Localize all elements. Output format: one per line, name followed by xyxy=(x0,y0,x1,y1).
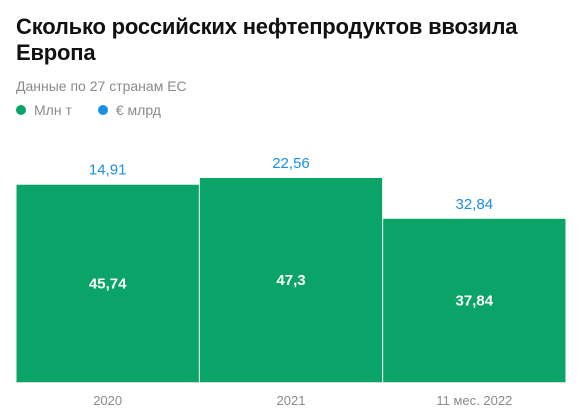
legend: Млн т € млрд xyxy=(16,102,187,118)
legend-dot-volume xyxy=(16,105,26,115)
legend-item-volume: Млн т xyxy=(16,102,72,118)
chart-subtitle: Данные по 27 странам ЕС xyxy=(16,78,187,94)
bar-label-value-1: 22,56 xyxy=(272,155,310,172)
x-tick-label-0: 2020 xyxy=(93,393,122,408)
legend-dot-value xyxy=(97,105,108,115)
legend-label-value: € млрд xyxy=(115,102,161,118)
bar-label-volume-0: 45,74 xyxy=(89,275,127,292)
bar-volume-1 xyxy=(199,178,383,382)
bar-label-value-0: 14,91 xyxy=(89,162,127,179)
x-tick-label-2: 11 мес. 2022 xyxy=(436,393,512,408)
chart-title: Сколько российских нефтепродуктов ввозил… xyxy=(16,14,518,65)
x-tick-label-1: 2021 xyxy=(277,393,306,408)
bar-label-volume-1: 47,3 xyxy=(276,272,305,289)
bar-volume-2 xyxy=(383,218,566,382)
bar-volume-0 xyxy=(16,184,199,382)
legend-item-value: € млрд xyxy=(97,102,161,118)
bar-label-volume-2: 37,84 xyxy=(456,292,494,309)
legend-label-volume: Млн т xyxy=(34,102,72,118)
bar-label-value-2: 32,84 xyxy=(456,196,494,213)
